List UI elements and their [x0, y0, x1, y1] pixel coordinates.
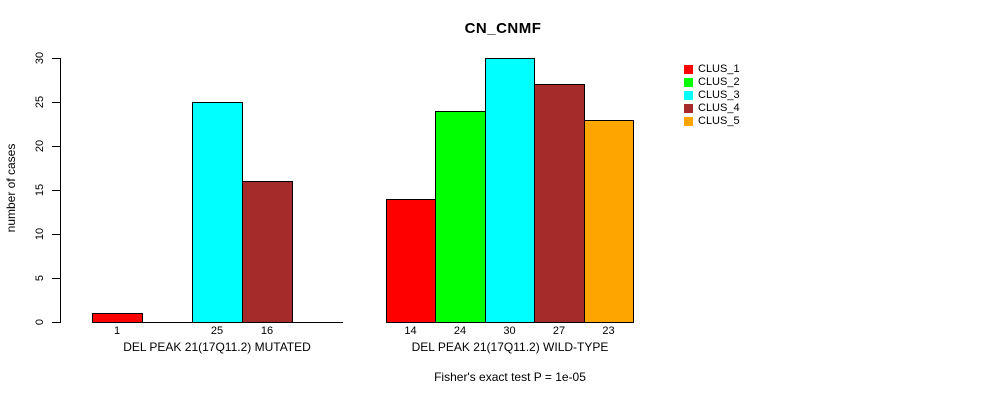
legend-swatch-clus-4: [684, 104, 693, 113]
y-axis-title: number of cases: [4, 143, 18, 233]
bar-clus_2: [435, 111, 486, 323]
y-tick-label: 0: [34, 318, 46, 326]
bar-clus_1: [386, 199, 436, 323]
bar-value-label: 24: [453, 325, 467, 337]
legend-label: CLUS_4: [698, 102, 740, 114]
legend-swatch-clus-5: [684, 117, 693, 126]
y-tick: [52, 322, 60, 323]
y-tick-label: 25: [34, 95, 46, 109]
legend-entry: CLUS_4: [684, 102, 740, 115]
y-tick: [52, 234, 60, 235]
bar-value-label: 1: [113, 325, 121, 337]
legend-label: CLUS_1: [698, 63, 740, 75]
group-label-mutated: DEL PEAK 21(17Q11.2) MUTATED: [123, 340, 311, 354]
bar-value-label: 30: [503, 325, 516, 337]
bar-value-label: 27: [552, 325, 566, 337]
legend-entry: CLUS_5: [684, 115, 740, 128]
bar-value-label: 25: [210, 325, 224, 337]
legend: CLUS_1 CLUS_2 CLUS_3 CLUS_4 CLUS_5: [684, 63, 740, 128]
bar-clus_3: [485, 58, 535, 323]
legend-swatch-clus-3: [684, 91, 693, 100]
y-tick: [52, 146, 60, 147]
legend-entry: CLUS_3: [684, 89, 740, 102]
bar-value-label: 14: [404, 325, 417, 337]
legend-swatch-clus-2: [684, 78, 693, 87]
bar-clus_4: [242, 181, 293, 323]
chart-title: CN_CNMF: [464, 20, 542, 37]
group-label-wild-type: DEL PEAK 21(17Q11.2) WILD-TYPE: [411, 340, 609, 354]
y-tick: [52, 102, 60, 103]
y-tick-label: 10: [34, 227, 46, 241]
legend-swatch-clus-1: [684, 65, 693, 74]
y-tick-label: 15: [34, 183, 46, 197]
fisher-test-text: Fisher's exact test P = 1e-05: [434, 370, 586, 384]
legend-entry: CLUS_2: [684, 76, 740, 89]
legend-label: CLUS_3: [698, 89, 740, 101]
y-axis-line: [60, 58, 61, 323]
legend-label: CLUS_5: [698, 115, 740, 127]
bar-clus_3: [192, 102, 243, 323]
legend-label: CLUS_2: [698, 76, 740, 88]
y-tick: [52, 58, 60, 59]
bar-clus_1: [92, 313, 143, 323]
bar-clus_5: [584, 120, 634, 323]
y-tick-label: 30: [34, 51, 46, 65]
y-tick-label: 20: [34, 139, 46, 153]
legend-entry: CLUS_1: [684, 63, 740, 76]
y-tick-label: 5: [34, 274, 46, 282]
bar-value-label: 23: [602, 325, 615, 337]
y-tick: [52, 278, 60, 279]
bar-clus_4: [534, 84, 585, 323]
bar-value-label: 16: [260, 325, 274, 337]
y-tick: [52, 190, 60, 191]
